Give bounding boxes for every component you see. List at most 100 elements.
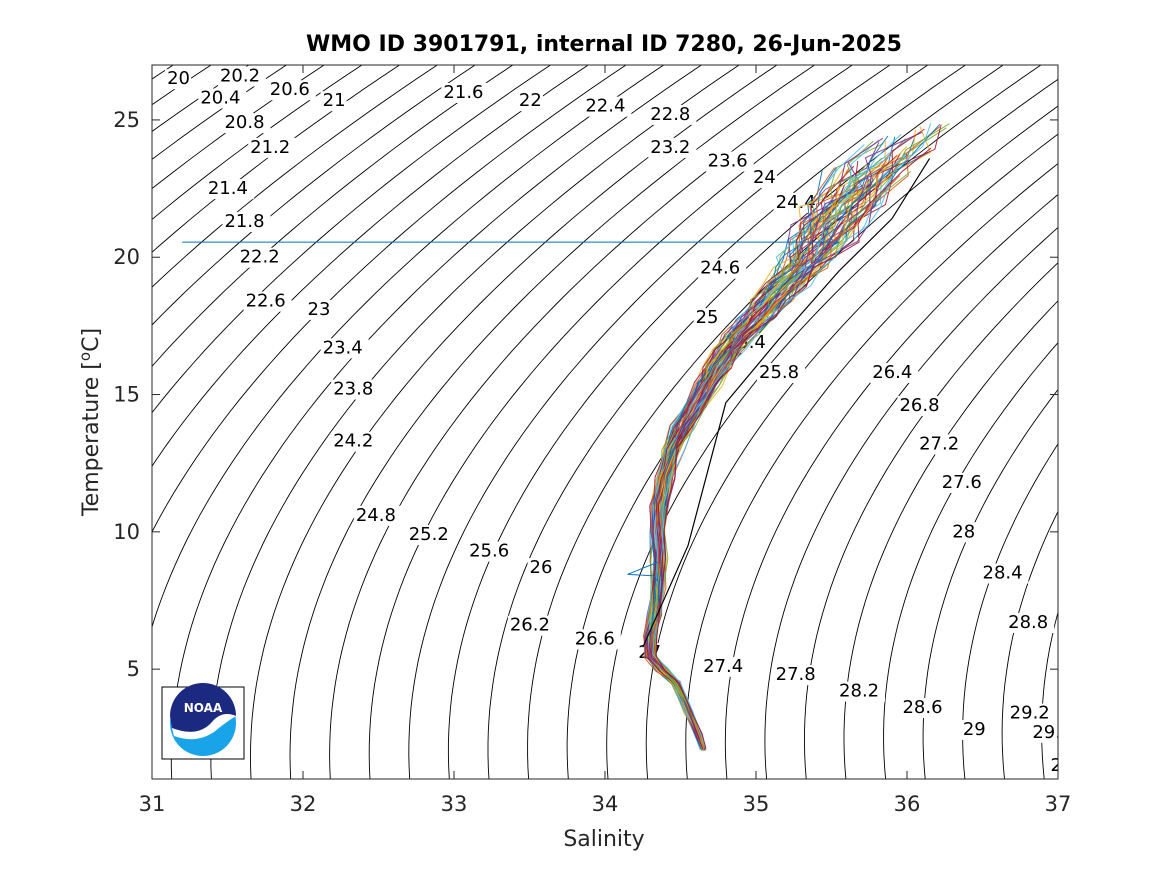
isopycnal-line (210, 65, 740, 779)
contour-label: 26.2 (510, 615, 550, 636)
y-tick-label: 10 (113, 520, 140, 544)
contour-label: 24.8 (356, 505, 396, 526)
isopycnal-line (152, 65, 325, 190)
contour-label-bg (441, 82, 490, 103)
contour-label-bg (516, 91, 543, 112)
isopycnal-line (329, 65, 853, 779)
contour-label: 28 (952, 521, 975, 542)
isopycnal-line (685, 162, 1058, 779)
x-tick-label: 32 (290, 792, 317, 816)
contour-label-bg (217, 66, 266, 87)
isopycnal-line (152, 65, 664, 629)
contour-label: 21.6 (443, 82, 483, 103)
x-tick-label: 37 (1045, 792, 1072, 816)
contour-label-bg (237, 247, 286, 268)
isopycnal-line (249, 65, 778, 779)
contour-label: 26.6 (575, 628, 615, 649)
contour-label-bg (222, 212, 271, 233)
x-tick-label: 35 (743, 792, 770, 816)
contour-label-bg (205, 179, 254, 200)
isopycnal-line (487, 65, 1004, 779)
isopycnal-line (152, 65, 514, 368)
contour-label: 21.4 (208, 178, 248, 199)
isopycnal-line (764, 226, 1058, 779)
contour-label-bg (527, 558, 554, 579)
contour-label: 25.2 (409, 524, 449, 545)
isopycnal-line (289, 65, 815, 779)
x-axis-label: Salinity (563, 827, 644, 852)
contour-label: 20.2 (220, 65, 260, 86)
isopycnal-line (368, 65, 891, 779)
contour-label: 20.4 (200, 87, 240, 108)
contour-label: 21.2 (250, 137, 290, 158)
contour-label: 23 (308, 299, 331, 320)
contour-label: 23.4 (323, 337, 363, 358)
y-tick-label: 25 (113, 108, 140, 132)
contour-label: 24 (753, 167, 776, 188)
contour-label-bg (583, 96, 632, 117)
contour-label-bg (980, 563, 1029, 584)
contour-label: 27.8 (776, 664, 816, 685)
contour-label: 26.4 (872, 362, 912, 383)
contour-label-bg (320, 91, 347, 112)
contour-label: 22 (519, 90, 542, 111)
y-axis-label-tail: C] (79, 328, 104, 352)
contour-label-bg (331, 379, 380, 400)
contour-label-bg (331, 431, 380, 452)
contour-label: 23.8 (333, 379, 373, 400)
x-tick-label: 34 (592, 792, 619, 816)
contour-label-bg (1030, 722, 1058, 743)
contour-label: 27.4 (703, 656, 743, 677)
contour-label-bg (773, 665, 822, 686)
isopycnal-line (1041, 610, 1058, 779)
y-axis-label-sup: o (76, 352, 94, 361)
contour-label-bg (305, 299, 332, 320)
noaa-logo: NOAA (161, 683, 245, 760)
x-tick-label: 31 (139, 792, 166, 816)
y-tick-label: 20 (113, 245, 140, 269)
profile-trace (655, 147, 932, 749)
contour-label-bg (960, 720, 987, 741)
contour-label-bg (648, 137, 697, 158)
contour-label-bg (243, 291, 292, 312)
contour-label: 20.8 (224, 112, 264, 133)
contour-label: 27.2 (919, 433, 959, 454)
contour-label-bg (467, 541, 516, 562)
y-tick-label: 15 (113, 383, 140, 407)
contour-label-bg (406, 525, 455, 546)
contour-label-bg (572, 629, 621, 650)
contour-label: 21 (323, 90, 346, 111)
y-tick-label: 5 (127, 657, 140, 681)
isopycnal-line (962, 443, 1058, 779)
contour-label: 29.6 (1050, 755, 1090, 776)
isopycnal-line (152, 65, 438, 288)
contour-label: 22.8 (650, 104, 690, 125)
contour-label-bg (939, 472, 988, 493)
contour-label-bg (222, 113, 271, 134)
contour-label: 25.6 (469, 541, 509, 562)
plot-area (152, 65, 1058, 779)
isopycnal-line (170, 65, 702, 779)
contour-label-bg (870, 363, 919, 384)
contour-label-bg (1006, 612, 1055, 633)
contour-label: 24.2 (333, 431, 373, 452)
contour-label-bg (693, 308, 720, 329)
spike-trace (627, 561, 659, 582)
contour-label: 28.6 (902, 697, 942, 718)
contour-label-bg (320, 338, 369, 359)
contour-label: 22.6 (246, 291, 286, 312)
contour-label: 28.2 (839, 681, 879, 702)
logo-wave-light (172, 714, 236, 740)
contour-label-bg (1007, 703, 1056, 724)
reference-profile (642, 158, 931, 648)
isopycnal-line (606, 105, 1058, 779)
contour-label-bg (648, 104, 697, 125)
contour-label-bg (698, 258, 747, 279)
x-axis: 31 32 33 34 35 36 37 (139, 65, 1072, 816)
contour-label-bg (1048, 755, 1058, 776)
logo-text: NOAA (184, 701, 223, 715)
contour-label: 20 (167, 68, 190, 89)
isopycnal-line (883, 341, 1058, 779)
float-profiles (182, 123, 950, 751)
